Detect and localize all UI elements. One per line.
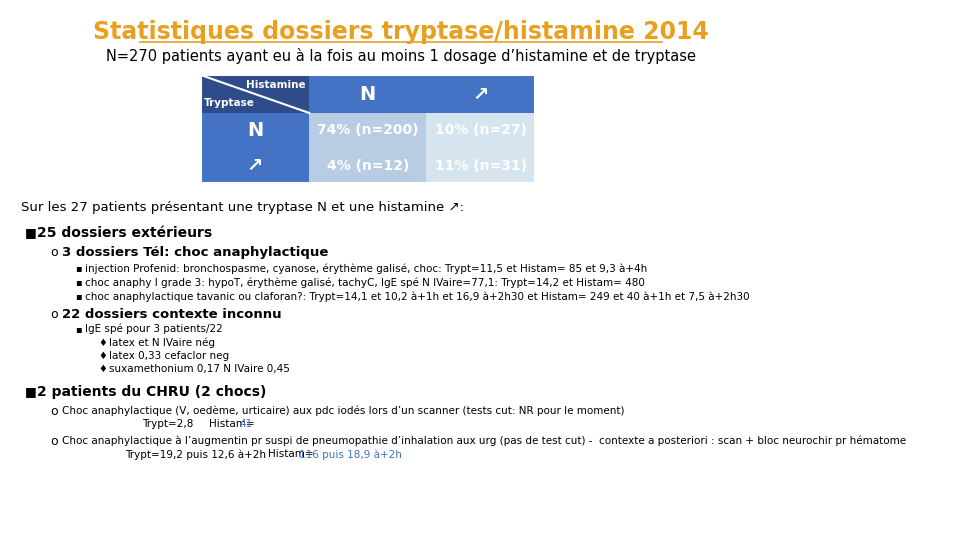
Text: ♦: ♦ — [99, 351, 108, 361]
FancyBboxPatch shape — [201, 148, 309, 183]
FancyBboxPatch shape — [426, 75, 535, 113]
Text: N: N — [360, 84, 376, 104]
Text: 116 puis 18,9 à+2h: 116 puis 18,9 à+2h — [300, 449, 402, 460]
Text: Sur les 27 patients présentant une tryptase N et une histamine ↗:: Sur les 27 patients présentant une trypt… — [21, 201, 464, 214]
Text: latex et N IVaire nég: latex et N IVaire nég — [108, 338, 215, 348]
Text: suxamethonium 0,17 N IVaire 0,45: suxamethonium 0,17 N IVaire 0,45 — [108, 364, 290, 374]
Text: o: o — [50, 435, 58, 448]
Text: Choc anaphylactique (V, oedème, urticaire) aux pdc iodés lors d’un scanner (test: Choc anaphylactique (V, oedème, urticair… — [61, 405, 624, 415]
Text: ♦: ♦ — [99, 364, 108, 374]
FancyBboxPatch shape — [426, 113, 535, 148]
Text: ■: ■ — [25, 226, 36, 239]
Text: injection Profenid: bronchospasme, cyanose, érythème galisé, choc: Trypt=11,5 et: injection Profenid: bronchospasme, cyano… — [85, 263, 647, 273]
Text: 10% (n=27): 10% (n=27) — [435, 124, 527, 138]
Text: Choc anaphylactique à l’augmentin pr suspi de pneumopathie d’inhalation aux urg : Choc anaphylactique à l’augmentin pr sus… — [61, 435, 906, 445]
Text: IgE spé pour 3 patients/22: IgE spé pour 3 patients/22 — [85, 324, 223, 334]
Text: ↗: ↗ — [472, 84, 489, 104]
FancyBboxPatch shape — [309, 75, 426, 113]
Text: Trypt=2,8: Trypt=2,8 — [142, 419, 194, 429]
FancyBboxPatch shape — [309, 148, 426, 183]
Text: ▪: ▪ — [75, 277, 82, 287]
Text: 3 dossiers Tél: choc anaphylactique: 3 dossiers Tél: choc anaphylactique — [61, 246, 328, 259]
Text: 4% (n=12): 4% (n=12) — [326, 159, 409, 172]
Text: Histam=: Histam= — [268, 449, 313, 459]
Text: o: o — [50, 246, 58, 259]
Text: Histam=: Histam= — [209, 419, 254, 429]
Text: 41: 41 — [239, 419, 252, 429]
Text: 25 dossiers extérieurs: 25 dossiers extérieurs — [36, 226, 212, 240]
FancyBboxPatch shape — [426, 148, 535, 183]
Text: N=270 patients ayant eu à la fois au moins 1 dosage d’histamine et de tryptase: N=270 patients ayant eu à la fois au moi… — [107, 48, 696, 64]
Text: Histamine: Histamine — [247, 80, 306, 90]
Text: ▪: ▪ — [75, 291, 82, 301]
Text: 74% (n=200): 74% (n=200) — [317, 124, 419, 138]
Text: choc anaphylactique tavanic ou claforan?: Trypt=14,1 et 10,2 à+1h et 16,9 à+2h30: choc anaphylactique tavanic ou claforan?… — [85, 291, 750, 301]
Text: N: N — [247, 121, 263, 140]
Text: 11% (n=31): 11% (n=31) — [435, 159, 527, 172]
Text: o: o — [50, 405, 58, 418]
Text: 22 dossiers contexte inconnu: 22 dossiers contexte inconnu — [61, 308, 281, 321]
Text: Trypt=19,2 puis 12,6 à+2h: Trypt=19,2 puis 12,6 à+2h — [126, 449, 266, 460]
Text: Tryptase: Tryptase — [204, 98, 254, 108]
Text: ↗: ↗ — [247, 156, 263, 175]
FancyBboxPatch shape — [201, 113, 309, 148]
FancyBboxPatch shape — [309, 113, 426, 148]
Text: ■: ■ — [25, 385, 36, 398]
Text: 2 patients du CHRU (2 chocs): 2 patients du CHRU (2 chocs) — [36, 385, 266, 399]
FancyBboxPatch shape — [201, 75, 309, 113]
Text: choc anaphy l grade 3: hypoT, érythème galisé, tachyC, IgE spé N IVaire=77,1: Tr: choc anaphy l grade 3: hypoT, érythème g… — [85, 277, 645, 287]
Text: latex 0,33 cefaclor neg: latex 0,33 cefaclor neg — [108, 351, 228, 361]
Text: ▪: ▪ — [75, 263, 82, 273]
Text: ▪: ▪ — [75, 324, 82, 334]
Text: Statistiques dossiers tryptase/histamine 2014: Statistiques dossiers tryptase/histamine… — [93, 20, 709, 44]
Text: ♦: ♦ — [99, 338, 108, 348]
Text: o: o — [50, 308, 58, 321]
